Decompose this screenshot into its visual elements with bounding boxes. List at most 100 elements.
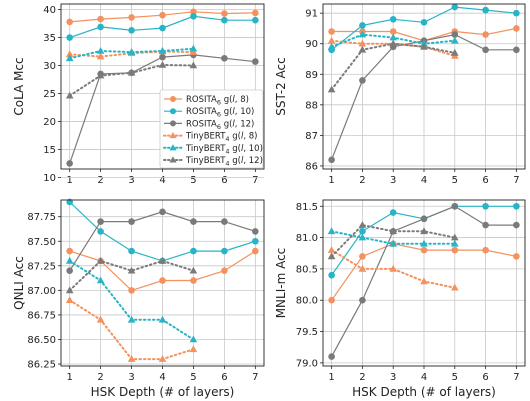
y-axis-label: CoLA Mcc [12, 57, 26, 115]
data-point-circle [159, 53, 166, 61]
series-group [327, 202, 520, 360]
y-tick-label: 89 [305, 70, 318, 81]
data-point-circle [482, 246, 489, 254]
data-point-triangle [327, 36, 336, 44]
x-tick-label: 1 [328, 372, 334, 383]
data-point-circle [482, 202, 489, 210]
data-point-circle [389, 28, 397, 35]
data-point-circle [221, 218, 228, 225]
x-tick-label: 5 [452, 372, 458, 383]
y-tick-label: 25 [43, 89, 56, 100]
data-point-circle [252, 9, 259, 17]
x-tick-label: 1 [66, 372, 72, 383]
x-axis-label: HSK Depth (# of layers) [91, 385, 235, 399]
data-point-triangle [389, 39, 397, 47]
data-point-triangle [158, 47, 167, 54]
data-point-circle [97, 15, 104, 23]
data-point-triangle [358, 30, 367, 38]
y-axis-label: QNLI Acc [12, 256, 26, 310]
data-point-triangle [389, 227, 397, 235]
data-point-triangle [389, 239, 397, 247]
series-group [65, 198, 259, 362]
data-point-triangle [451, 239, 459, 247]
legend-marker-triangle [169, 132, 177, 139]
data-point-circle [389, 209, 397, 216]
data-point-circle [252, 237, 259, 245]
data-point-circle [128, 218, 135, 225]
x-tick-label: 3 [390, 372, 396, 383]
data-point-triangle [327, 246, 336, 253]
legend-box [159, 89, 264, 169]
data-point-triangle [451, 36, 459, 44]
data-point-triangle [420, 42, 428, 50]
data-point-circle [451, 202, 459, 210]
data-point-triangle [65, 296, 74, 303]
data-point-circle [128, 247, 135, 255]
data-point-triangle [327, 227, 336, 235]
x-tick-label: 4 [421, 175, 427, 186]
y-tick-label: 87 [305, 131, 318, 142]
data-point-triangle [127, 355, 136, 362]
y-tick-label: 87.50 [27, 237, 56, 248]
data-point-triangle [158, 315, 167, 323]
data-point-circle [66, 160, 73, 167]
y-axis-label: MNLI-m Acc [274, 248, 288, 319]
y-tick-label: 79.0 [296, 358, 318, 369]
data-point-circle [221, 247, 228, 255]
x-tick-label: 2 [359, 372, 365, 383]
data-point-circle [97, 23, 104, 31]
legend-marker-circle [170, 96, 176, 102]
data-point-triangle [358, 264, 367, 272]
y-tick-label: 81.5 [296, 202, 318, 213]
x-tick-label: 6 [482, 175, 488, 186]
data-point-triangle [96, 47, 105, 54]
legend-label: ROSITA6 g(l, 8) [186, 95, 249, 107]
x-tick-label: 6 [482, 372, 488, 383]
data-point-circle [66, 247, 73, 255]
data-point-circle [482, 31, 489, 38]
series-line [330, 39, 456, 57]
data-point-triangle [96, 256, 105, 264]
data-point-circle [66, 18, 73, 26]
panel-top-right: 1 2 3 4 5 6 7 86 87 88 89 90 91 SST-2 Acc [274, 3, 526, 186]
data-point-triangle [127, 48, 136, 55]
data-point-circle [451, 31, 459, 38]
data-point-circle [513, 221, 520, 229]
data-point-circle [66, 267, 73, 275]
x-tick-label: 7 [513, 175, 519, 186]
data-point-circle [328, 271, 335, 279]
data-point-circle [128, 287, 135, 294]
data-point-triangle [65, 286, 74, 294]
x-tick-label: 1 [328, 175, 334, 186]
x-tick-label: 6 [221, 372, 227, 383]
data-point-circle [159, 11, 166, 19]
data-point-triangle [158, 355, 167, 362]
legend-marker-circle [170, 108, 176, 115]
data-point-triangle [358, 39, 367, 47]
legend: ROSITA6 g(l, 8)ROSITA6 g(l, 10)ROSITA6 g… [159, 89, 264, 169]
y-tick-label: 20 [43, 117, 56, 128]
data-point-circle [513, 202, 520, 210]
x-axis-label: HSK Depth (# of layers) [352, 385, 496, 399]
y-tick-label: 15 [43, 145, 56, 156]
legend-label: TinyBERT4 g(l, 8) [185, 132, 257, 144]
data-point-circle [221, 16, 228, 24]
data-point-triangle [158, 61, 167, 68]
axes-frame [60, 199, 265, 367]
data-point-triangle [65, 50, 74, 58]
data-point-triangle [420, 227, 428, 235]
y-tick-label: 40 [43, 5, 56, 16]
legend-marker-triangle [169, 156, 177, 163]
panel-bottom-right: 1 2 3 4 5 6 7 79.0 79.5 80.0 80.5 81.0 81.5 MNLI-m Ac… [274, 199, 526, 399]
data-point-circle [128, 26, 135, 34]
x-tick-label: 3 [390, 175, 396, 186]
y-tick-label: 86 [305, 161, 318, 172]
data-point-circle [328, 156, 335, 164]
data-point-triangle [358, 45, 367, 53]
x-tick-label: 3 [128, 372, 134, 383]
data-point-circle [482, 221, 489, 229]
data-point-circle [359, 228, 366, 235]
data-point-circle [359, 296, 366, 304]
data-point-circle [328, 296, 335, 304]
